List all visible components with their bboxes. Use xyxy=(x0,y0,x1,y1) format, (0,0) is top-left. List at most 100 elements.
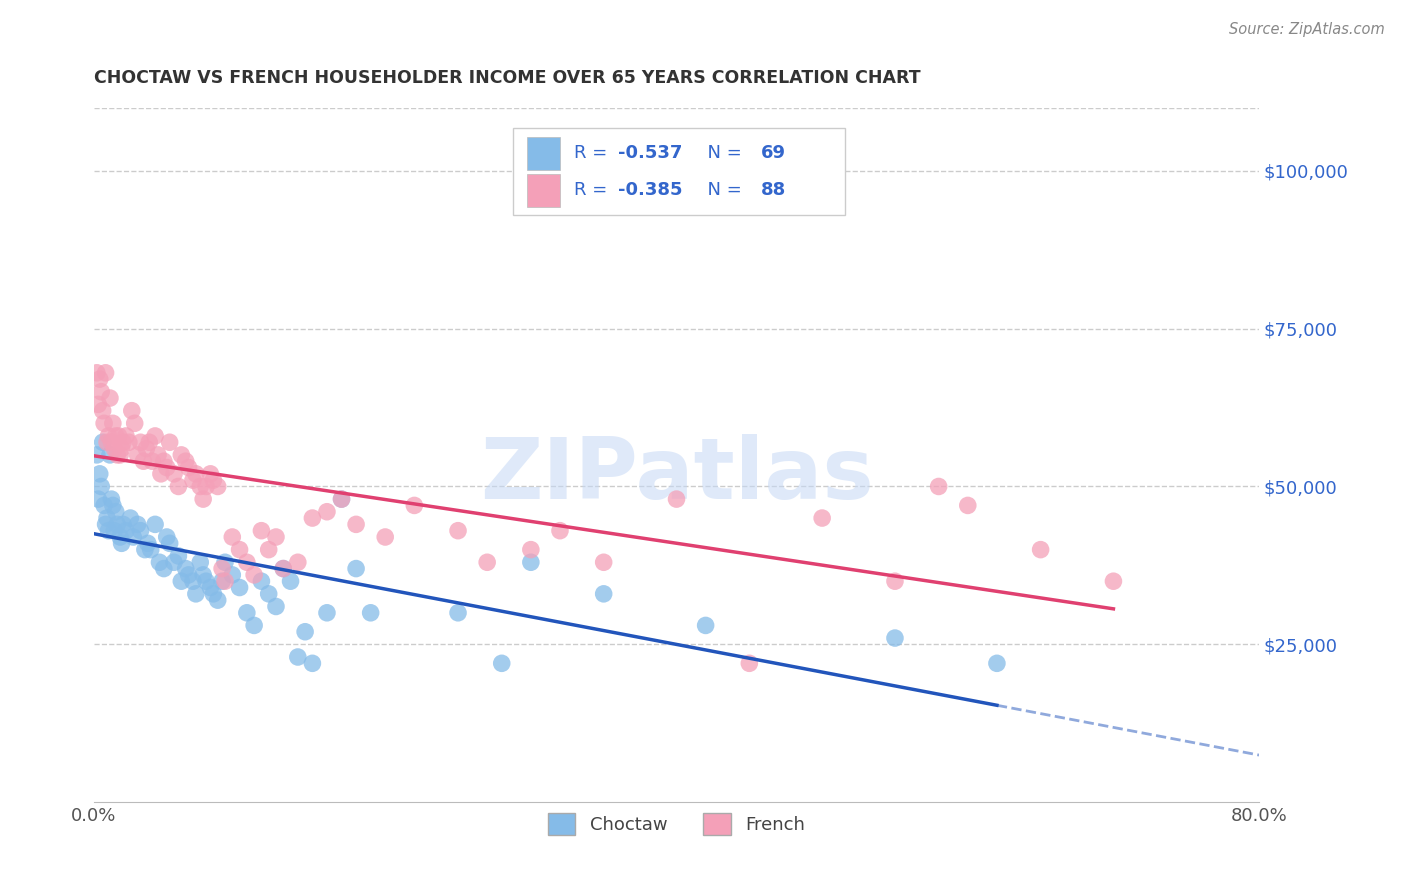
Point xyxy=(287,555,309,569)
Point xyxy=(156,460,179,475)
Point xyxy=(153,454,176,468)
Point xyxy=(202,473,225,487)
Point xyxy=(200,467,222,481)
Point xyxy=(1029,542,1052,557)
Point xyxy=(98,391,121,405)
Point xyxy=(167,549,190,563)
Point xyxy=(738,657,761,671)
Point xyxy=(250,574,273,589)
Point xyxy=(122,530,145,544)
Point xyxy=(103,524,125,538)
Point xyxy=(138,435,160,450)
Point xyxy=(90,384,112,399)
Point xyxy=(96,511,118,525)
Point xyxy=(159,536,181,550)
Point xyxy=(592,555,614,569)
Text: -0.385: -0.385 xyxy=(619,181,683,199)
Point xyxy=(330,492,353,507)
Point xyxy=(520,542,543,557)
Point xyxy=(174,454,197,468)
Point xyxy=(986,657,1008,671)
Point xyxy=(1102,574,1125,589)
Point xyxy=(134,542,156,557)
Point xyxy=(127,517,149,532)
Point xyxy=(170,448,193,462)
Point xyxy=(257,587,280,601)
Text: N =: N = xyxy=(696,145,748,162)
Point xyxy=(143,429,166,443)
Point xyxy=(243,568,266,582)
Point xyxy=(115,429,138,443)
Point xyxy=(104,429,127,443)
Point xyxy=(89,467,111,481)
Point xyxy=(928,479,950,493)
Point xyxy=(91,403,114,417)
Point xyxy=(115,524,138,538)
Point xyxy=(344,561,367,575)
Text: -0.537: -0.537 xyxy=(619,145,683,162)
Point xyxy=(159,435,181,450)
Point xyxy=(188,479,211,493)
Point xyxy=(447,606,470,620)
FancyBboxPatch shape xyxy=(527,174,560,207)
Point xyxy=(108,448,131,462)
Point xyxy=(132,454,155,468)
Point xyxy=(475,555,498,569)
Point xyxy=(592,587,614,601)
Point xyxy=(118,435,141,450)
Point xyxy=(135,442,157,456)
Point xyxy=(665,492,688,507)
Point xyxy=(956,499,979,513)
Point xyxy=(96,435,118,450)
Point xyxy=(221,530,243,544)
Point xyxy=(264,530,287,544)
Point xyxy=(214,574,236,589)
Point xyxy=(170,574,193,589)
Point xyxy=(287,650,309,665)
Point xyxy=(181,574,204,589)
Point xyxy=(195,574,218,589)
Point xyxy=(121,403,143,417)
Point xyxy=(136,536,159,550)
Point xyxy=(181,473,204,487)
Point xyxy=(103,442,125,456)
Text: R =: R = xyxy=(574,181,613,199)
Point xyxy=(104,505,127,519)
Point xyxy=(174,561,197,575)
Point xyxy=(163,555,186,569)
Point xyxy=(884,631,907,645)
Legend: Choctaw, French: Choctaw, French xyxy=(541,805,813,842)
Text: R =: R = xyxy=(574,145,613,162)
Point xyxy=(447,524,470,538)
Point xyxy=(87,397,110,411)
Point xyxy=(129,435,152,450)
Point xyxy=(163,467,186,481)
Text: Source: ZipAtlas.com: Source: ZipAtlas.com xyxy=(1229,22,1385,37)
Point xyxy=(184,587,207,601)
Point xyxy=(101,499,124,513)
Point xyxy=(124,417,146,431)
Point xyxy=(127,448,149,462)
FancyBboxPatch shape xyxy=(527,136,560,170)
Point xyxy=(360,606,382,620)
Point xyxy=(177,568,200,582)
Point xyxy=(120,511,142,525)
Point xyxy=(105,517,128,532)
Point xyxy=(90,479,112,493)
Point xyxy=(191,492,214,507)
Point xyxy=(107,429,129,443)
Point xyxy=(236,555,259,569)
Point xyxy=(271,561,294,575)
Point xyxy=(188,555,211,569)
Point xyxy=(884,574,907,589)
Point xyxy=(250,524,273,538)
Text: ZIPatlas: ZIPatlas xyxy=(479,434,873,517)
Point xyxy=(112,435,135,450)
Text: 88: 88 xyxy=(761,181,786,199)
Point xyxy=(520,555,543,569)
Point xyxy=(374,530,396,544)
Point xyxy=(211,574,233,589)
Point xyxy=(153,561,176,575)
Point xyxy=(811,511,834,525)
Point xyxy=(202,587,225,601)
